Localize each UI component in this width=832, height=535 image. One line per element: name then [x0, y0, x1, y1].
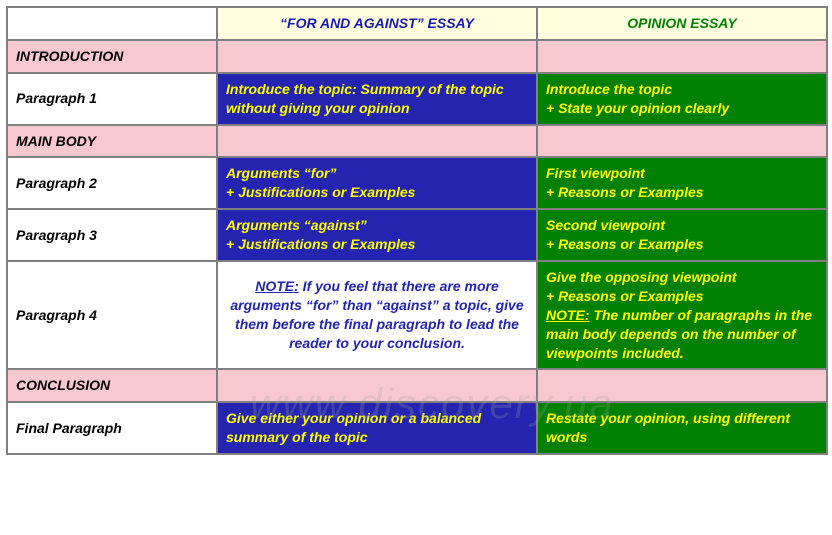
section-main-for: [217, 125, 537, 158]
section-intro-op: [537, 40, 827, 73]
p4-op-note-label: NOTE:: [546, 307, 590, 323]
row-final: Final Paragraph Give either your opinion…: [7, 402, 827, 454]
header-for-against: “FOR AND AGAINST” ESSAY: [217, 7, 537, 40]
p1-label: Paragraph 1: [7, 73, 217, 125]
row-p3: Paragraph 3 Arguments “against”+ Justifi…: [7, 209, 827, 261]
p4-op-top: Give the opposing viewpoint+ Reasons or …: [546, 269, 737, 304]
p2-op: First viewpoint+ Reasons or Examples: [537, 157, 827, 209]
section-intro-row: INTRODUCTION: [7, 40, 827, 73]
p2-for: Arguments “for”+ Justifications or Examp…: [217, 157, 537, 209]
p1-op: Introduce the topic+ State your opinion …: [537, 73, 827, 125]
p4-note: NOTE: If you feel that there are more ar…: [217, 261, 537, 369]
p4-label: Paragraph 4: [7, 261, 217, 369]
final-label: Final Paragraph: [7, 402, 217, 454]
p1-for: Introduce the topic: Summary of the topi…: [217, 73, 537, 125]
p3-label: Paragraph 3: [7, 209, 217, 261]
section-conclusion-op: [537, 369, 827, 402]
p4-op: Give the opposing viewpoint+ Reasons or …: [537, 261, 827, 369]
p3-op: Second viewpoint+ Reasons or Examples: [537, 209, 827, 261]
section-main-label: MAIN BODY: [7, 125, 217, 158]
header-opinion: OPINION ESSAY: [537, 7, 827, 40]
row-p1: Paragraph 1 Introduce the topic: Summary…: [7, 73, 827, 125]
row-p2: Paragraph 2 Arguments “for”+ Justificati…: [7, 157, 827, 209]
section-conclusion-for: [217, 369, 537, 402]
final-for: Give either your opinion or a balanced s…: [217, 402, 537, 454]
p2-label: Paragraph 2: [7, 157, 217, 209]
section-intro-label: INTRODUCTION: [7, 40, 217, 73]
section-conclusion-label: CONCLUSION: [7, 369, 217, 402]
section-conclusion-row: CONCLUSION: [7, 369, 827, 402]
header-empty: [7, 7, 217, 40]
section-main-row: MAIN BODY: [7, 125, 827, 158]
header-row: “FOR AND AGAINST” ESSAY OPINION ESSAY: [7, 7, 827, 40]
final-op: Restate your opinion, using different wo…: [537, 402, 827, 454]
section-intro-for: [217, 40, 537, 73]
row-p4: Paragraph 4 NOTE: If you feel that there…: [7, 261, 827, 369]
p3-for: Arguments “against”+ Justifications or E…: [217, 209, 537, 261]
section-main-op: [537, 125, 827, 158]
p4-note-label: NOTE:: [255, 278, 299, 294]
essay-comparison-table: “FOR AND AGAINST” ESSAY OPINION ESSAY IN…: [6, 6, 828, 455]
